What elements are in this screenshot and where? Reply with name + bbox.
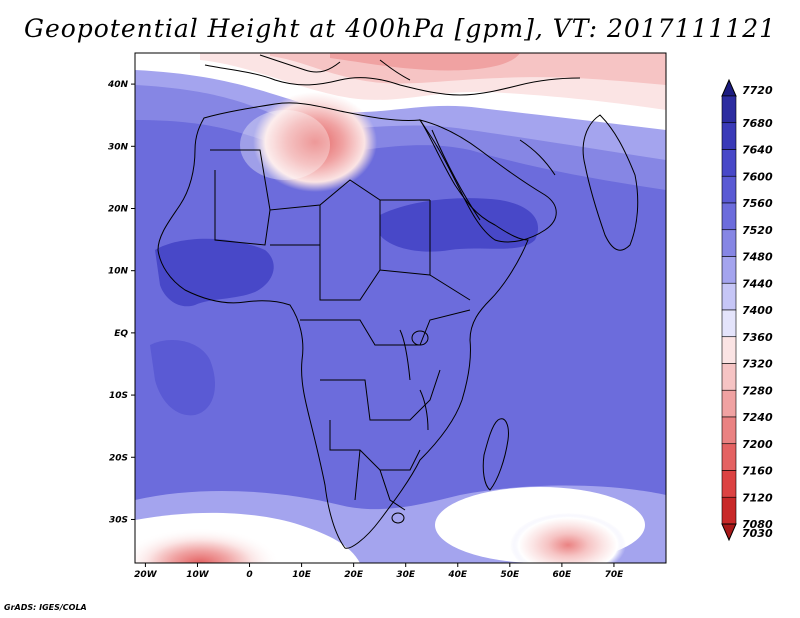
y-tick-label: 30N xyxy=(108,142,129,152)
x-axis: 20W 10W 0 10E 20E 30E 40E 50E 60E 70E xyxy=(134,563,624,580)
colorbar-label: 7680 xyxy=(742,117,773,130)
colorbar-label: 7480 xyxy=(742,251,773,264)
colorbar-label: 7160 xyxy=(742,465,773,478)
colorbar-label: 7120 xyxy=(742,491,773,504)
colorbar: 7720 7680 7640 7600 7560 7520 7480 7440 7400 7360… xyxy=(721,78,773,542)
colorbar-label: 7320 xyxy=(742,358,773,371)
colorbar-label: 7600 xyxy=(742,170,773,183)
y-tick-label: 10N xyxy=(108,267,129,277)
height-field xyxy=(135,53,666,563)
colorbar-label: 7400 xyxy=(742,304,773,317)
colorbar-label: 7640 xyxy=(742,144,773,157)
colorbar-segment xyxy=(721,496,737,525)
colorbar-segment xyxy=(721,443,737,471)
colorbar-segment xyxy=(721,202,737,231)
x-tick-label: 0 xyxy=(246,570,252,580)
colorbar-label: 7560 xyxy=(742,197,773,210)
colorbar-segment xyxy=(721,416,737,445)
colorbar-label: 7280 xyxy=(742,384,773,397)
colorbar-segment xyxy=(721,229,737,257)
credit-text: GrADS: IGES/COLA xyxy=(4,603,87,612)
colorbar-segment xyxy=(721,95,737,124)
x-tick-label: 50E xyxy=(500,570,520,580)
colorbar-segment xyxy=(721,309,737,338)
colorbar-label: 7720 xyxy=(742,84,773,97)
colorbar-label: 7440 xyxy=(742,277,773,290)
x-tick-label: 30E xyxy=(396,570,416,580)
colorbar-segment xyxy=(721,282,737,311)
y-axis: 40N 30N 20N 10N EQ 10S 20S 30S xyxy=(107,80,135,525)
colorbar-segment xyxy=(721,149,737,177)
x-tick-label: 70E xyxy=(605,570,625,580)
y-tick-label: 30S xyxy=(109,515,128,525)
colorbar-label: 7520 xyxy=(742,224,773,237)
colorbar-segment xyxy=(721,122,737,150)
colorbar-segment xyxy=(721,175,737,204)
y-tick-label: 20N xyxy=(108,204,129,214)
colorbar-segment xyxy=(721,256,737,284)
map-title: Geopotential Height at 400hPa [gpm], VT:… xyxy=(23,14,777,43)
colorbar-label: 7200 xyxy=(742,438,773,451)
colorbar-segment xyxy=(721,389,737,418)
x-tick-label: 60E xyxy=(553,570,573,580)
colorbar-label: 7240 xyxy=(742,411,773,424)
y-tick-label: EQ xyxy=(114,329,128,339)
colorbar-label: 7360 xyxy=(742,331,773,344)
x-tick-label: 20E xyxy=(344,570,364,580)
colorbar-segment xyxy=(721,336,737,364)
colorbar-segment xyxy=(721,363,737,391)
coastlines xyxy=(157,54,639,549)
plot-frame xyxy=(134,52,667,564)
x-tick-label: 10W xyxy=(186,570,210,580)
colorbar-segment xyxy=(721,470,737,498)
x-tick-label: 40E xyxy=(447,570,468,580)
colorbar-label: 7080 xyxy=(742,518,773,531)
colorbar-max-arrow xyxy=(721,78,737,97)
colorbar-label: 7030 xyxy=(742,527,773,540)
y-tick-label: 20S xyxy=(109,453,128,463)
colorbar-min-arrow xyxy=(721,523,737,542)
x-tick-label: 10E xyxy=(292,570,312,580)
x-tick-label: 20W xyxy=(134,570,158,580)
y-tick-label: 10S xyxy=(109,391,128,401)
y-tick-label: 40N xyxy=(107,80,129,90)
